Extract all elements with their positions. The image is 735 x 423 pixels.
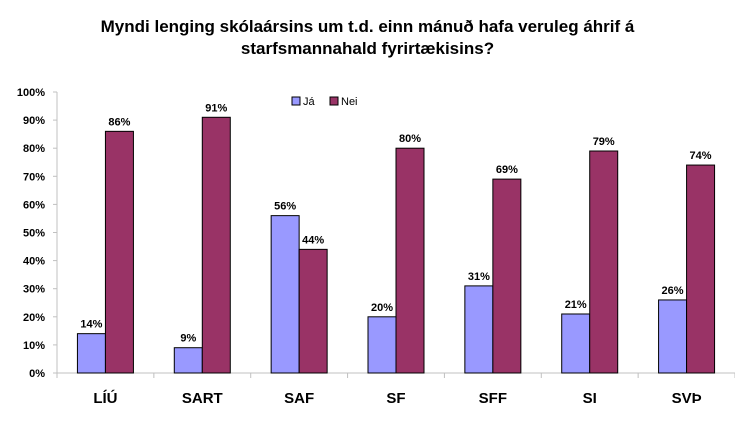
- data-label: 69%: [496, 164, 518, 176]
- data-label: 9%: [180, 333, 196, 345]
- legend-swatch-já: [291, 96, 301, 106]
- data-label: 79%: [593, 136, 615, 148]
- x-tick-label: SART: [182, 390, 223, 407]
- bar-já: [658, 299, 688, 374]
- bar-nei: [492, 178, 522, 374]
- bar-nei: [589, 150, 619, 374]
- bar-nei: [104, 130, 134, 374]
- y-tick-label: 60%: [23, 199, 45, 211]
- y-tick-label: 0%: [29, 368, 45, 380]
- bar-nei: [298, 248, 328, 374]
- chart-title-line-1: Myndi lenging skólaársins um t.d. einn m…: [100, 17, 635, 36]
- x-tick-label: LÍÚ: [93, 389, 117, 407]
- y-tick-label: 50%: [23, 228, 45, 240]
- bar-nei: [686, 164, 716, 374]
- data-label: 86%: [108, 116, 130, 128]
- bar-já: [464, 285, 494, 374]
- data-label: 14%: [80, 319, 102, 331]
- data-label: 20%: [371, 302, 393, 314]
- chart-title-line-2: starfsmannahald fyrirtækisins?: [240, 39, 495, 58]
- bar-nei: [395, 147, 425, 374]
- x-tick-label: SAF: [284, 390, 314, 407]
- y-tick-label: 80%: [23, 143, 45, 155]
- data-label: 91%: [205, 102, 227, 114]
- x-tick-label: SF: [386, 390, 405, 407]
- data-label: 44%: [302, 234, 324, 246]
- bar-já: [561, 313, 591, 374]
- legend-label-nei: Nei: [341, 96, 358, 108]
- legend-label-já: Já: [303, 96, 316, 108]
- y-tick-label: 70%: [23, 171, 45, 183]
- bar-já: [270, 215, 300, 374]
- x-tick-label: SFF: [479, 390, 507, 407]
- y-tick-label: 90%: [23, 115, 45, 127]
- chart-title: Myndi lenging skólaársins um t.d. einn m…: [0, 16, 735, 60]
- y-tick-label: 40%: [23, 256, 45, 268]
- data-label: 21%: [565, 299, 587, 311]
- y-tick-label: 20%: [23, 312, 45, 324]
- data-label: 56%: [274, 201, 296, 213]
- y-tick-label: 10%: [23, 340, 45, 352]
- y-tick-label: 100%: [17, 87, 45, 99]
- x-tick-label: SVÞ: [672, 390, 702, 407]
- data-label: 31%: [468, 271, 490, 283]
- bar-já: [173, 347, 203, 374]
- y-tick-label: 30%: [23, 284, 45, 296]
- bar-nei: [201, 116, 231, 374]
- data-label: 74%: [690, 150, 712, 162]
- legend-swatch-nei: [329, 96, 339, 106]
- bar-já: [76, 333, 106, 374]
- x-tick-label: SI: [583, 390, 597, 407]
- data-label: 26%: [662, 285, 684, 297]
- bar-já: [367, 316, 397, 374]
- data-label: 80%: [399, 133, 421, 145]
